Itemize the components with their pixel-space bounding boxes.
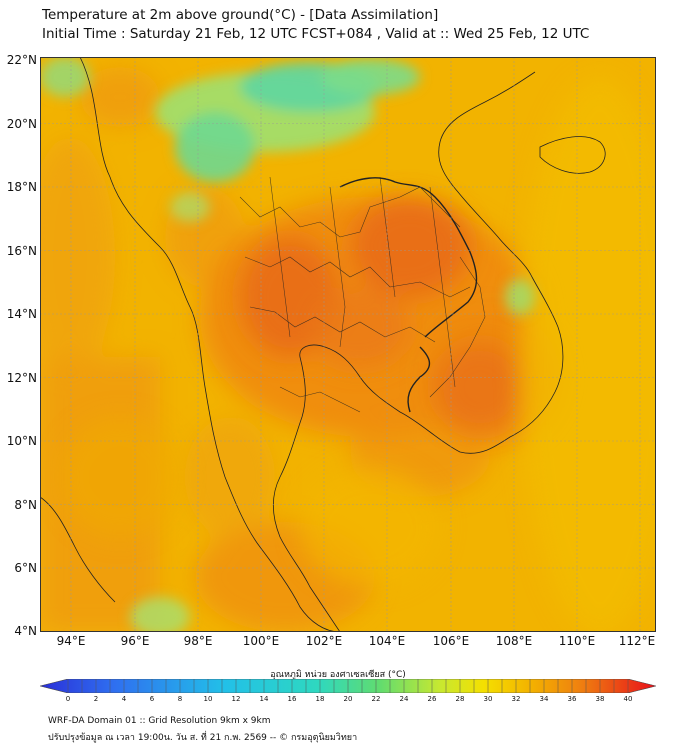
colorbar-tick-label: 32 — [511, 695, 521, 703]
lat-label: 8°N — [14, 498, 37, 512]
cool-regions — [40, 57, 535, 632]
colorbar-tick-label: 30 — [483, 695, 493, 703]
sea-regions — [60, 77, 656, 632]
colorbar-tick-label: 12 — [231, 695, 241, 703]
temperature-map — [40, 57, 656, 632]
lon-label: 102°E — [305, 634, 343, 648]
colorbar-tick-label: 0 — [65, 695, 71, 703]
lon-label: 98°E — [183, 634, 213, 648]
lon-label: 94°E — [56, 634, 86, 648]
lon-label: 106°E — [432, 634, 470, 648]
colorbar-tick-label: 28 — [455, 695, 465, 703]
gridlines — [40, 57, 656, 632]
chart-title: Temperature at 2m above ground(°C) - [Da… — [42, 6, 589, 44]
colorbar-tick-label: 18 — [315, 695, 325, 703]
lat-label: 14°N — [6, 307, 37, 321]
lat-label: 18°N — [6, 180, 37, 194]
title-line-1: Temperature at 2m above ground(°C) - [Da… — [42, 7, 439, 23]
map-frame — [40, 57, 656, 632]
lon-label: 110°E — [558, 634, 596, 648]
lon-label: 96°E — [120, 634, 150, 648]
lat-label: 4°N — [14, 624, 37, 638]
colorbar-tick-label: 8 — [177, 695, 183, 703]
colorbar-tick-label: 40 — [623, 695, 633, 703]
lat-label: 20°N — [6, 117, 37, 131]
lon-label: 104°E — [368, 634, 406, 648]
colorbar-tick-label: 36 — [567, 695, 577, 703]
colorbar-tick-label: 14 — [259, 695, 269, 703]
colorbar-tick-label: 34 — [539, 695, 549, 703]
colorbar-tick-label: 10 — [203, 695, 213, 703]
colorbar-tick-label: 20 — [343, 695, 353, 703]
colorbar-tick-label: 4 — [121, 695, 127, 703]
colorbar-tick-label: 6 — [149, 695, 155, 703]
colorbar-tick-label: 24 — [399, 695, 409, 703]
lat-label: 12°N — [6, 371, 37, 385]
coastlines — [40, 57, 606, 632]
lat-label: 6°N — [14, 561, 37, 575]
colorbar-tick-marks — [67, 679, 629, 693]
hot-regions — [240, 197, 525, 432]
country-border — [339, 177, 478, 413]
lat-label: 10°N — [6, 434, 37, 448]
lat-label: 16°N — [6, 244, 37, 258]
colorbar-tick-label: 38 — [595, 695, 605, 703]
colorbar-tick-label: 2 — [93, 695, 99, 703]
title-line-2: Initial Time : Saturday 21 Feb, 12 UTC F… — [42, 26, 590, 42]
colorbar — [39, 678, 657, 694]
lon-label: 112°E — [618, 634, 656, 648]
map-canvas — [40, 57, 656, 632]
colorbar-tick-label: 16 — [287, 695, 297, 703]
colorbar-tick-label: 22 — [371, 695, 381, 703]
colorbar-title: อุณหภูมิ หน่วย องศาเซลเซียส (°C) — [270, 670, 406, 680]
colorbar-tick-label: 26 — [427, 695, 437, 703]
lon-label: 100°E — [242, 634, 280, 648]
footer-line-1: WRF-DA Domain 01 :: Grid Resolution 9km … — [48, 716, 271, 726]
lat-label: 22°N — [6, 53, 37, 67]
lon-label: 108°E — [495, 634, 533, 648]
footer-line-2: ปรับปรุงข้อมูล ณ เวลา 19:00น. วัน ส. ที่… — [48, 733, 358, 743]
